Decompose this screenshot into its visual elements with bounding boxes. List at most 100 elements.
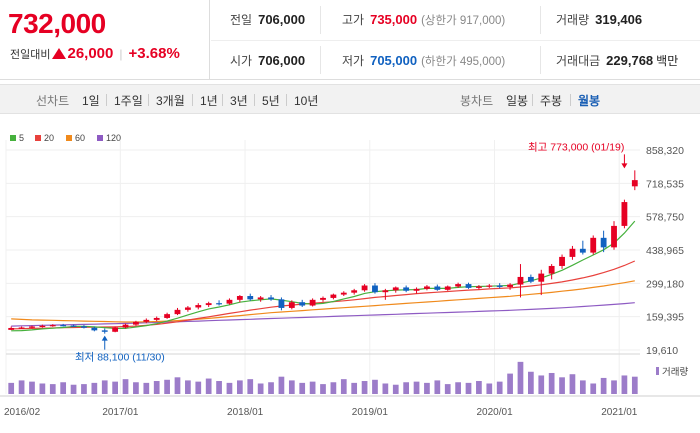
volume-bar — [153, 381, 160, 394]
candle-up — [621, 202, 628, 226]
candle-up — [507, 284, 513, 287]
y-tick-label: 299,180 — [646, 278, 684, 290]
period-3y[interactable]: 3년 — [230, 94, 248, 108]
candle-down — [434, 286, 441, 290]
volume-bar — [517, 361, 524, 394]
candle-up — [112, 327, 119, 332]
volume-bar — [579, 380, 586, 394]
candle-up — [8, 327, 15, 330]
volume-bar — [133, 382, 139, 394]
period-1d[interactable]: 1일 — [82, 94, 100, 108]
volume-bar — [559, 377, 565, 394]
candle-up — [257, 297, 264, 300]
period-selector-bar: 선차트 1일 1주일 3개월 1년 3년 5년 10년 봉차트 일봉 주봉 월봉 — [0, 84, 700, 114]
y-tick-label: 578,750 — [646, 212, 684, 224]
volume-bar — [434, 380, 441, 394]
change-label: 전일대비 — [10, 48, 51, 61]
price-chart[interactable]: 5 20 60 120 858,320 718,535 578,750 438,965 299… — [0, 120, 700, 433]
low-label: 저가 — [342, 54, 365, 68]
x-tick-label: 2020/01 — [476, 407, 513, 418]
volume-bar — [611, 380, 617, 394]
open-value: 706,000 — [258, 53, 306, 68]
min-arrow-head — [101, 335, 108, 341]
candle-up — [18, 327, 25, 329]
volume-bar — [60, 382, 67, 394]
volume-bar — [309, 381, 316, 394]
candle-up — [517, 276, 524, 285]
volume-bar — [226, 382, 233, 394]
candle-up — [205, 303, 212, 306]
candle-up — [486, 285, 493, 287]
period-3m[interactable]: 3개월 — [156, 94, 185, 108]
prev-close-value: 706,000 — [258, 12, 306, 27]
volume-bar — [569, 374, 576, 394]
candle-up — [164, 314, 171, 318]
volume-bar — [476, 381, 482, 394]
candle-daily[interactable]: 일봉 — [506, 94, 529, 108]
candle-down — [278, 299, 285, 308]
candle-down — [268, 297, 274, 300]
line-chart-label: 선차트 — [36, 94, 70, 108]
candle-down — [60, 325, 67, 327]
volume-bar — [257, 383, 264, 394]
volume-bar — [29, 381, 35, 394]
low-value: 705,000 — [370, 53, 418, 68]
candle-up — [361, 285, 368, 291]
divider — [540, 46, 541, 74]
candle-up — [340, 292, 347, 295]
candle-up — [631, 180, 638, 187]
row-divider — [211, 40, 700, 41]
up-triangle-icon — [52, 48, 67, 59]
candles — [8, 170, 638, 334]
prev-close-label: 전일 — [230, 13, 253, 27]
candle-up — [49, 325, 56, 327]
candle-up — [195, 305, 202, 308]
volume-bar — [278, 376, 285, 394]
annotations: 최고 773,000 (01/19) 최저 88,100 (11/30) — [75, 141, 628, 364]
open-label: 시가 — [230, 54, 253, 68]
candle-monthly[interactable]: 월봉 — [578, 94, 601, 108]
divider — [222, 94, 223, 106]
candle-up — [184, 307, 191, 310]
candle-down — [101, 330, 108, 332]
candle-up — [133, 321, 139, 325]
volume-bar — [288, 380, 295, 394]
divider — [320, 46, 321, 74]
period-1y[interactable]: 1년 — [200, 94, 218, 108]
volume-bar — [236, 380, 243, 394]
candle-up — [590, 237, 597, 253]
candle-down — [465, 284, 472, 288]
divider — [532, 94, 533, 106]
candle-up — [548, 265, 555, 274]
period-10y[interactable]: 10년 — [294, 94, 319, 108]
candle-up — [455, 284, 462, 287]
candle-down — [91, 327, 98, 331]
volume-bars — [8, 361, 638, 394]
divider — [148, 94, 149, 106]
price-box: 732,000 전일대비 26,000 | +3.68% — [0, 0, 210, 80]
candle-weekly[interactable]: 주봉 — [540, 94, 563, 108]
trade-value-label: 거래대금 — [556, 54, 601, 68]
period-5y[interactable]: 5년 — [262, 94, 280, 108]
volume-bar — [507, 373, 513, 394]
candle-up — [143, 319, 150, 322]
candle-up — [611, 225, 617, 248]
candle-up — [413, 288, 420, 291]
volume-bar — [600, 377, 607, 394]
trade-value-value: 229,768 — [606, 53, 654, 68]
candle-up — [122, 324, 129, 328]
candle-up — [559, 256, 565, 266]
volume-bar — [455, 382, 461, 394]
volume-bar — [81, 384, 87, 394]
volume-bar — [413, 381, 420, 394]
volume-cell: 거래량 319,406 — [556, 11, 642, 28]
axes: 858,320 718,535 578,750 438,965 299,180 159,3… — [0, 145, 700, 418]
volume-bar — [403, 382, 410, 394]
low-cell: 저가 705,000 (하한가 495,000) — [342, 52, 505, 69]
quote-panel: 732,000 전일대비 26,000 | +3.68% 전일 706,000 … — [0, 0, 700, 80]
period-1w[interactable]: 1주일 — [114, 94, 143, 108]
candle-down — [403, 287, 410, 291]
candle-up — [320, 297, 326, 300]
change-amount: 26,000 — [67, 45, 114, 62]
divider — [254, 94, 255, 106]
